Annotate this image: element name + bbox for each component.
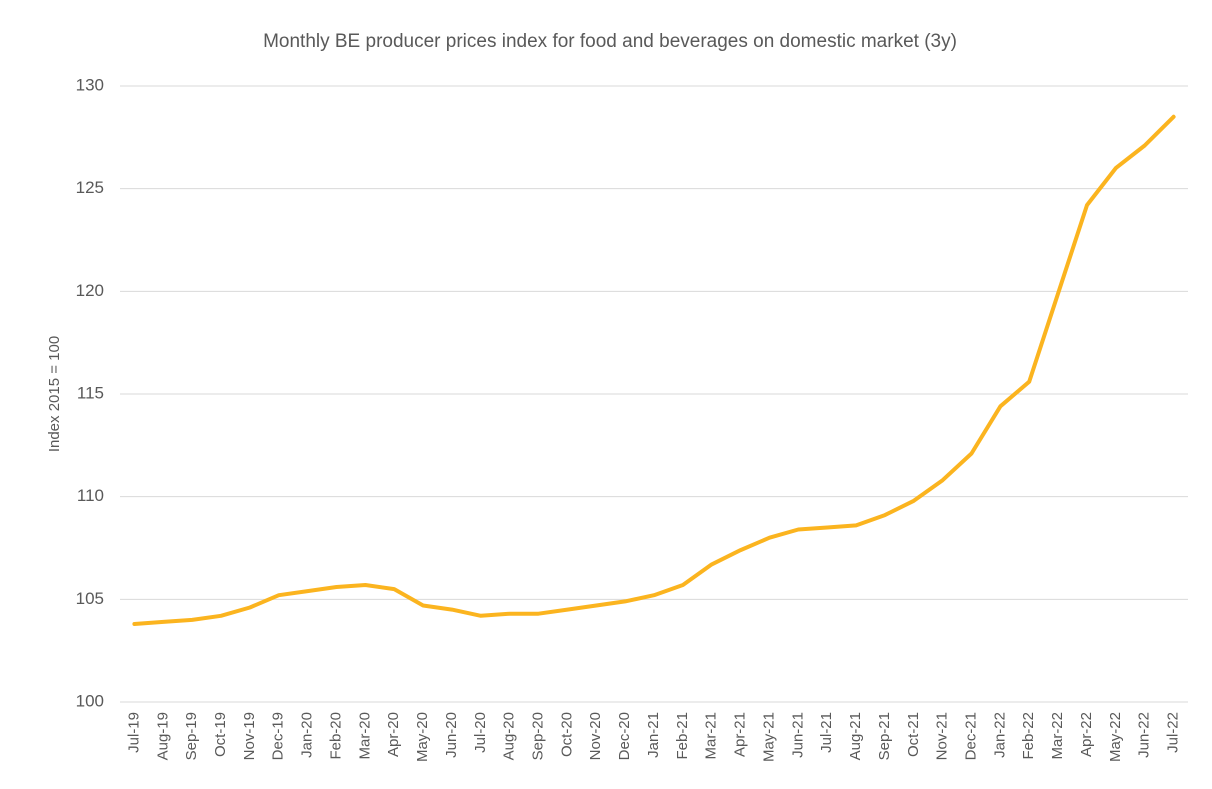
x-tick-label: Apr-22 [1078,712,1095,757]
x-tick-label: Apr-21 [732,712,749,757]
x-tick-label: Jan-21 [645,712,662,758]
y-axis-label: Index 2015 = 100 [46,336,63,452]
x-tick-label: Aug-21 [847,712,864,760]
x-tick-label: Sep-20 [530,712,547,760]
x-tick-label: Nov-19 [241,712,258,760]
y-tick-label: 110 [77,486,104,505]
x-tick-label: May-22 [1107,712,1124,762]
x-tick-label: Mar-20 [356,712,373,760]
x-tick-label: May-20 [414,712,431,762]
y-tick-label: 105 [76,589,104,608]
x-tick-label: Dec-21 [962,712,979,760]
x-tick-label: Dec-19 [270,712,287,760]
x-tick-label: Jun-21 [789,712,806,758]
x-tick-label: Sep-19 [183,712,200,760]
x-tick-label: Mar-21 [703,712,720,760]
x-tick-label: Nov-21 [934,712,951,760]
x-tick-label: Jun-22 [1136,712,1153,758]
x-tick-label: Feb-20 [327,712,344,760]
line [132,114,1176,626]
x-tick-label: Jun-20 [443,712,460,758]
x-tick-label: Apr-20 [385,712,402,757]
x-tick-label: Oct-20 [558,712,575,757]
x-tick-label: Jan-22 [991,712,1008,758]
x-tick-label: Oct-19 [212,712,229,757]
y-tick-label: 115 [77,383,104,402]
y-tick-label: 130 [76,75,104,94]
x-tick-label: Aug-19 [154,712,171,760]
chart-title: Monthly BE producer prices index for foo… [263,31,957,52]
x-tick-label: Feb-21 [674,712,691,760]
x-tick-label: Jan-20 [299,712,316,758]
x-tick-label: Sep-21 [876,712,893,760]
x-tick-label: Mar-22 [1049,712,1066,760]
y-tick-label: 100 [76,691,104,710]
x-tick-label: May-21 [760,712,777,762]
x-tick-label: Aug-20 [501,712,518,760]
x-tick-label: Oct-21 [905,712,922,757]
x-tick-label: Jul-19 [125,712,142,753]
y-tick-label: 120 [76,281,104,300]
x-tick-label: Jul-22 [1165,712,1182,753]
y-tick-label: 125 [76,178,104,197]
x-tick-label: Dec-20 [616,712,633,760]
x-tick-label: Feb-22 [1020,712,1037,760]
x-tick-label: Jul-21 [818,712,835,753]
x-tick-label: Nov-20 [587,712,604,760]
x-tick-label: Jul-20 [472,712,489,753]
